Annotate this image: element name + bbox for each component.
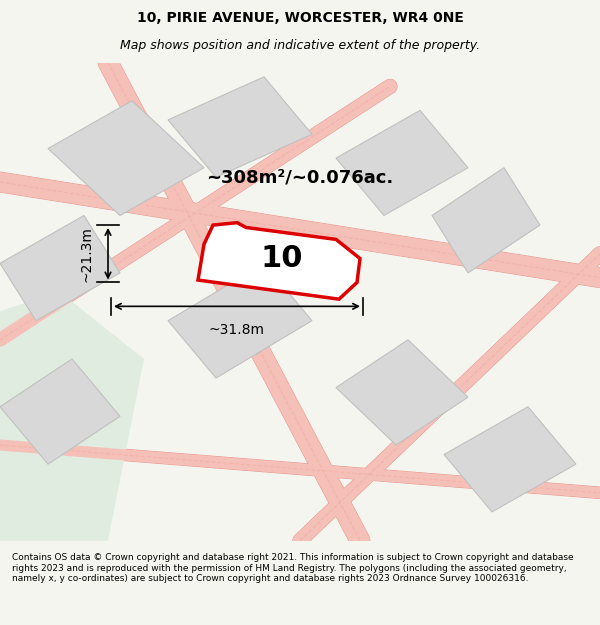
Text: 10: 10 bbox=[261, 244, 303, 273]
Polygon shape bbox=[0, 359, 120, 464]
Text: ~308m²/~0.076ac.: ~308m²/~0.076ac. bbox=[206, 168, 394, 186]
Polygon shape bbox=[198, 222, 360, 299]
Text: ~31.8m: ~31.8m bbox=[209, 323, 265, 337]
Polygon shape bbox=[48, 101, 204, 216]
Polygon shape bbox=[444, 407, 576, 512]
Polygon shape bbox=[0, 292, 144, 541]
Text: Map shows position and indicative extent of the property.: Map shows position and indicative extent… bbox=[120, 39, 480, 51]
Polygon shape bbox=[168, 77, 312, 178]
Text: Contains OS data © Crown copyright and database right 2021. This information is : Contains OS data © Crown copyright and d… bbox=[12, 553, 574, 583]
Polygon shape bbox=[336, 340, 468, 445]
Polygon shape bbox=[0, 216, 120, 321]
Polygon shape bbox=[432, 168, 540, 273]
Text: 10, PIRIE AVENUE, WORCESTER, WR4 0NE: 10, PIRIE AVENUE, WORCESTER, WR4 0NE bbox=[137, 11, 463, 24]
Polygon shape bbox=[168, 263, 312, 378]
Text: ~21.3m: ~21.3m bbox=[79, 226, 93, 282]
Polygon shape bbox=[336, 110, 468, 216]
